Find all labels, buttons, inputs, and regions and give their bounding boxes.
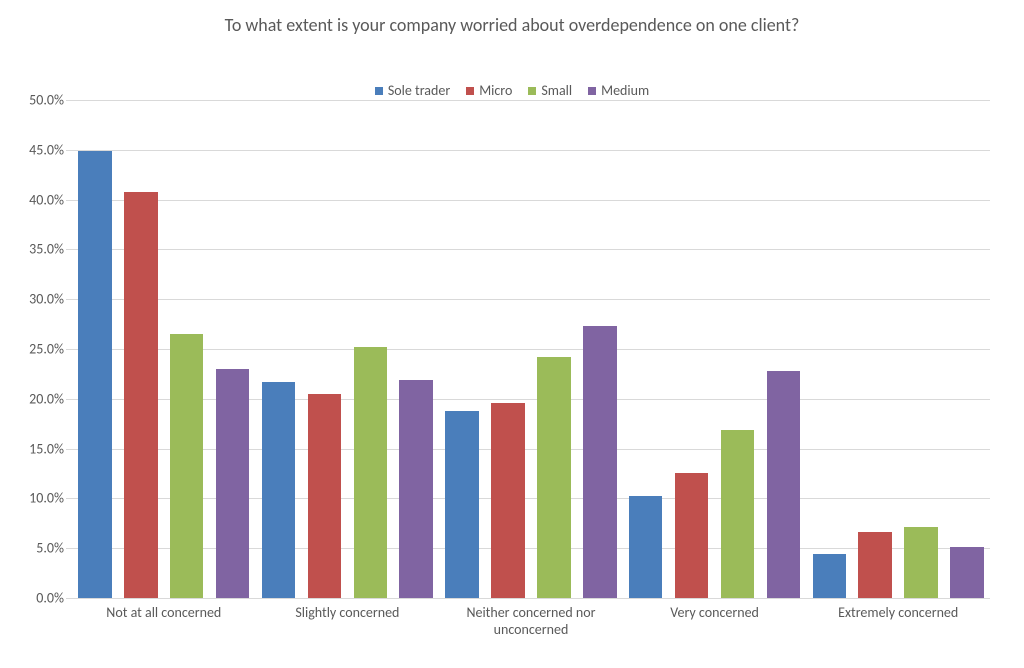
legend-swatch [466, 87, 474, 95]
bar [583, 326, 617, 598]
bar [354, 347, 388, 598]
bar [950, 547, 984, 598]
bar [78, 151, 112, 598]
bar [813, 554, 847, 598]
y-tick-label: 45.0% [29, 141, 64, 158]
bar [767, 371, 801, 598]
chart-title: To what extent is your company worried a… [0, 14, 1024, 36]
legend-item: Medium [588, 82, 649, 99]
x-tick-label: Slightly concerned [256, 604, 440, 621]
legend-label: Micro [479, 82, 512, 99]
bar [537, 357, 571, 598]
category-group: Extremely concerned [806, 100, 990, 598]
bar [491, 403, 525, 598]
legend-swatch [588, 87, 596, 95]
legend-label: Small [541, 82, 572, 99]
bar [675, 473, 709, 598]
bar [445, 411, 479, 598]
y-tick-label: 50.0% [29, 92, 64, 109]
y-tick-label: 10.0% [29, 490, 64, 507]
legend-item: Micro [466, 82, 512, 99]
bar [858, 532, 892, 598]
category-group: Not at all concerned [72, 100, 256, 598]
category-group: Neither concerned nor unconcerned [439, 100, 623, 598]
bar [170, 334, 204, 598]
y-tick-label: 35.0% [29, 241, 64, 258]
x-tick-label: Extremely concerned [806, 604, 990, 621]
legend-item: Small [528, 82, 572, 99]
bar [216, 369, 250, 598]
y-tick-label: 15.0% [29, 440, 64, 457]
legend-label: Sole trader [388, 82, 450, 99]
y-tick-label: 5.0% [36, 540, 64, 557]
y-tickmark [66, 598, 72, 599]
gridline [72, 598, 990, 599]
x-tick-label: Very concerned [623, 604, 807, 621]
y-tick-label: 25.0% [29, 341, 64, 358]
y-tick-label: 0.0% [36, 590, 64, 607]
chart-container: To what extent is your company worried a… [0, 0, 1024, 668]
bar [308, 394, 342, 598]
bar [629, 496, 663, 598]
bar [124, 192, 158, 598]
legend-label: Medium [601, 82, 649, 99]
y-tick-label: 40.0% [29, 191, 64, 208]
bar [262, 382, 296, 598]
bar [904, 527, 938, 598]
plot-area: 0.0%5.0%10.0%15.0%20.0%25.0%30.0%35.0%40… [72, 100, 990, 598]
category-group: Slightly concerned [256, 100, 440, 598]
legend: Sole trader Micro Small Medium [0, 82, 1024, 99]
legend-swatch [375, 87, 383, 95]
bar [721, 430, 755, 598]
bar [399, 380, 433, 598]
legend-swatch [528, 87, 536, 95]
y-tick-label: 30.0% [29, 291, 64, 308]
x-tick-label: Not at all concerned [72, 604, 256, 621]
x-tick-label: Neither concerned nor unconcerned [439, 604, 623, 638]
y-tick-label: 20.0% [29, 390, 64, 407]
category-group: Very concerned [623, 100, 807, 598]
legend-item: Sole trader [375, 82, 450, 99]
